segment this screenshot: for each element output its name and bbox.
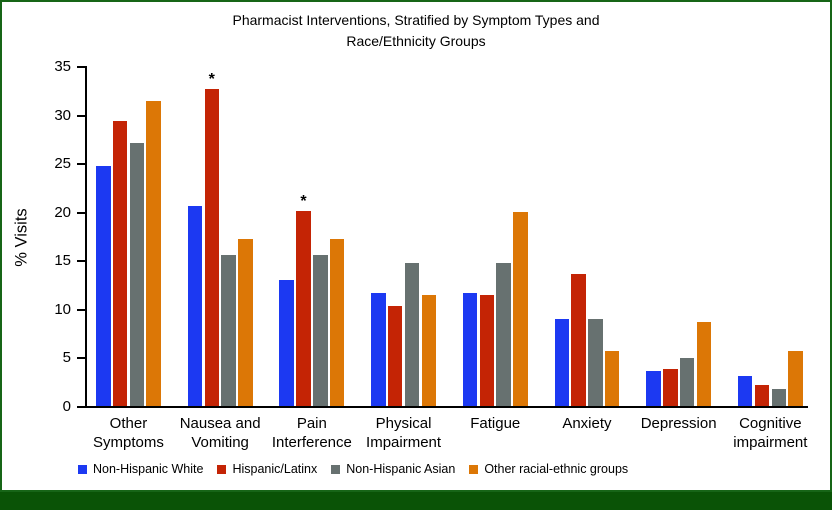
bar-hispanic-latinx [479,295,495,406]
bar-other-racial-ethnic-groups [696,322,712,406]
bar-hispanic-latinx [112,121,128,406]
plot-area: 0 5 10 15 20 25 30 35 * * Other Symptoms Nausea and V… [2,2,830,490]
bar-non-hispanic-asian [129,142,145,406]
legend-swatch-icon [469,464,479,474]
bar-hispanic-latinx [387,305,403,406]
bar-non-hispanic-white [554,318,569,406]
legend-label: Non-Hispanic White [93,462,204,476]
bar-non-hispanic-asian [771,389,786,406]
y-tick-label: 15 [54,252,71,270]
x-category-label: Pain Interference [271,415,352,451]
bar-hispanic-latinx [571,273,586,406]
y-tick-mark [77,211,85,214]
bar-non-hispanic-white [371,293,386,406]
bar-other-racial-ethnic-groups [329,238,345,406]
y-tick-mark [77,308,85,311]
x-category-label: Physical Impairment [366,415,442,451]
bar-other-racial-ethnic-groups [421,295,436,406]
y-tick-mark [77,260,85,263]
bar-non-hispanic-asian [679,358,695,406]
y-tick-mark [77,114,85,117]
chart-title-line2: Race/Ethnicity Groups [346,33,486,49]
chart-title-line1: Pharmacist Interventions, Stratified by … [232,12,600,28]
x-category-label: Fatigue [470,415,521,432]
y-tick-label: 35 [54,58,71,75]
x-category-label: Depression [640,415,717,432]
x-category-label: Other Symptoms [93,415,164,451]
bar-other-racial-ethnic-groups [604,350,620,406]
legend-item: Non-Hispanic Asian [331,462,455,476]
legend-label: Other racial-ethnic groups [484,462,629,476]
bar-non-hispanic-asian [404,263,420,406]
legend: Non-Hispanic White Hispanic/Latinx Non-His… [78,462,628,476]
bar-other-racial-ethnic-groups [788,350,803,406]
bar-hispanic-latinx [296,210,311,406]
legend-item: Hispanic/Latinx [217,462,317,476]
y-tick-label: 10 [54,300,71,318]
significance-asterisk: * [208,71,215,89]
legend-item: Other racial-ethnic groups [469,462,628,476]
x-category-label: Anxiety [562,415,612,432]
legend-label: Hispanic/Latinx [232,462,318,476]
bar-non-hispanic-white [737,375,753,406]
bar-hispanic-latinx [204,89,219,406]
bar-non-hispanic-asian [221,255,236,406]
bar-other-racial-ethnic-groups [513,211,528,406]
significance-asterisk: * [300,192,307,210]
x-category-label: Nausea and Vomiting [179,415,261,451]
legend-swatch-icon [331,464,341,474]
legend-label: Non-Hispanic Asian [346,462,456,476]
bar-non-hispanic-white [96,166,111,406]
y-tick-label: 30 [54,106,71,124]
y-tick-label: 25 [54,155,71,173]
y-tick-mark [77,357,85,360]
y-tick-mark [77,163,85,166]
bar-hispanic-latinx [754,384,770,406]
x-axis-line [85,406,808,408]
bar-hispanic-latinx [663,369,678,406]
y-tick-label: 5 [62,349,71,367]
bar-other-racial-ethnic-groups [146,100,161,406]
legend-item: Non-Hispanic White [78,462,203,476]
bottom-green-band [0,492,832,510]
chart-title: Pharmacist Interventions, Stratified by … [2,10,830,52]
legend-swatch-icon [217,464,227,474]
bar-non-hispanic-asian [496,263,511,406]
y-tick-mark [77,66,85,68]
bar-non-hispanic-white [462,293,478,406]
x-category-label: Cognitive impairment [733,415,808,451]
bar-non-hispanic-asian [313,255,328,406]
y-axis-line [85,66,87,408]
bar-non-hispanic-white [646,371,661,406]
y-tick-label: 20 [54,203,71,221]
y-tick-label: 0 [62,398,71,415]
y-tick-mark [77,406,85,408]
bar-other-racial-ethnic-groups [238,238,253,406]
legend-swatch-icon [78,464,87,474]
chart-panel: Pharmacist Interventions, Stratified by … [0,0,832,492]
bar-non-hispanic-asian [588,318,603,406]
bar-non-hispanic-white [187,205,203,406]
bar-non-hispanic-white [279,279,294,406]
